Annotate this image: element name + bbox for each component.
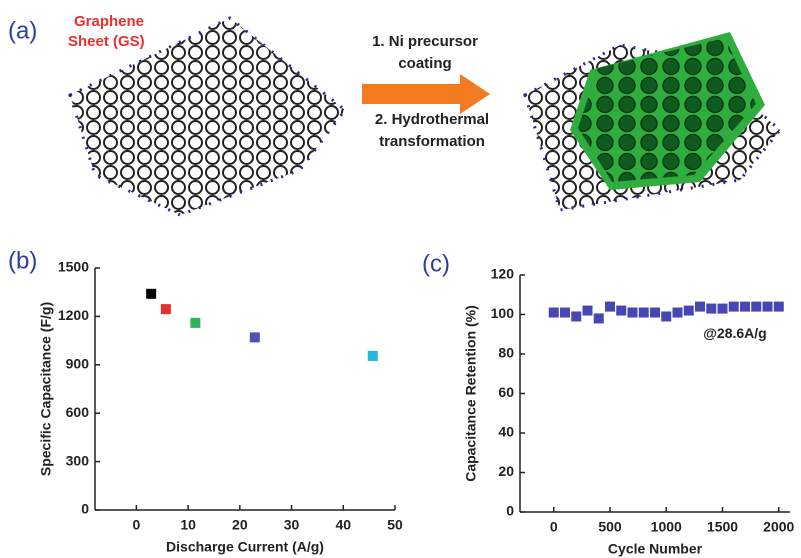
point	[161, 304, 171, 314]
y-tick-label: 80	[498, 345, 514, 361]
x-tick-label: 0	[550, 519, 558, 535]
point	[250, 332, 260, 342]
point	[729, 302, 739, 312]
sheet-label: Graphene	[74, 13, 144, 30]
y-tick-label: 100	[491, 305, 515, 321]
y-tick-label: 60	[498, 384, 514, 400]
x-tick-label: 500	[598, 519, 622, 535]
point	[146, 289, 156, 299]
panel-label: (a)	[8, 17, 37, 44]
point	[594, 313, 604, 323]
point	[661, 311, 671, 321]
y-tick-label: 40	[498, 424, 514, 440]
x-axis-label: Discharge Current (A/g)	[166, 539, 324, 555]
y-axis-label: Capacitance Retention (%)	[463, 305, 479, 482]
point	[763, 302, 773, 312]
point	[616, 306, 626, 316]
step-text: transformation	[379, 133, 485, 150]
point	[706, 304, 716, 314]
y-tick-label: 900	[66, 356, 90, 372]
y-tick-label: 120	[491, 266, 515, 282]
x-tick-label: 50	[387, 517, 403, 533]
sheet-label: Sheet (GS)	[68, 33, 145, 50]
point	[190, 318, 200, 328]
point	[549, 308, 559, 318]
annotation: @28.6A/g	[703, 325, 766, 341]
y-tick-label: 1500	[58, 259, 89, 275]
step-text: 2. Hydrothermal	[375, 111, 489, 128]
point	[673, 308, 683, 318]
point	[368, 351, 378, 361]
point	[628, 308, 638, 318]
step-text: coating	[398, 55, 451, 72]
y-tick-label: 600	[66, 404, 90, 420]
point	[695, 302, 705, 312]
point	[571, 311, 581, 321]
panel-label: (c)	[422, 250, 450, 277]
y-tick-label: 0	[506, 503, 514, 519]
y-axis-label: Specific Capacitance (F/g)	[38, 302, 54, 476]
x-tick-label: 40	[335, 517, 351, 533]
point	[560, 308, 570, 318]
coated-sheet	[525, 32, 780, 210]
arrow	[362, 74, 490, 114]
point	[718, 304, 728, 314]
x-axis-label: Cycle Number	[608, 541, 703, 557]
point	[684, 306, 694, 316]
x-tick-label: 0	[132, 517, 140, 533]
point	[751, 302, 761, 312]
x-tick-label: 20	[232, 517, 248, 533]
point	[740, 302, 750, 312]
y-tick-label: 1200	[58, 307, 89, 323]
x-tick-label: 10	[180, 517, 196, 533]
point	[639, 308, 649, 318]
panel-label: (b)	[8, 247, 37, 274]
y-tick-label: 20	[498, 463, 514, 479]
figure: (a) (b) (c) Graphene Sheet (GS) 1. Ni pr…	[0, 0, 801, 558]
step-text: 1. Ni precursor	[372, 33, 478, 50]
y-tick-label: 300	[66, 452, 90, 468]
x-tick-label: 1000	[651, 519, 682, 535]
x-tick-label: 30	[284, 517, 300, 533]
y-tick-label: 0	[81, 501, 89, 517]
point	[583, 306, 593, 316]
point	[605, 302, 615, 312]
x-tick-label: 1500	[707, 519, 738, 535]
point	[774, 302, 784, 312]
point	[650, 308, 660, 318]
x-tick-label: 2000	[763, 519, 794, 535]
